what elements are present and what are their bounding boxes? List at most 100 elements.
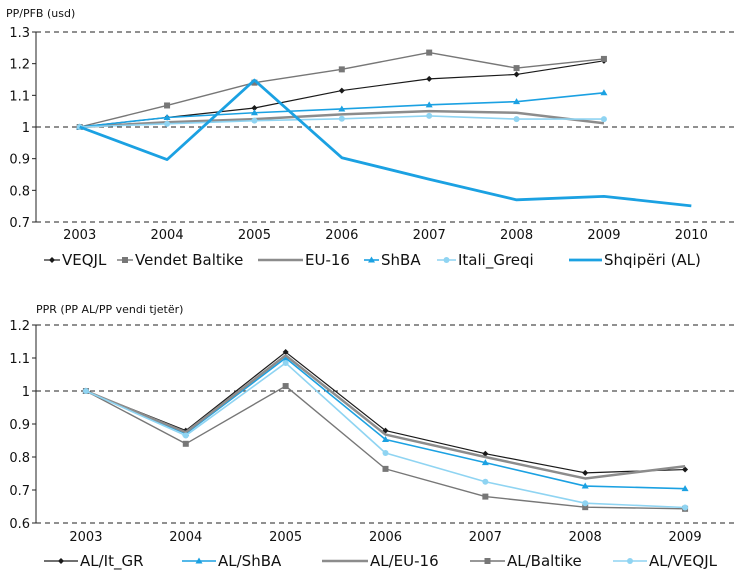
data-point <box>251 79 258 86</box>
series-shqip-ri-al- <box>79 78 692 208</box>
chart-ppr: PPR (PP AL/PP vendi tjetër) 0.6 0.7 0.8 0.9… <box>9 303 735 571</box>
legend-entry: VEQJL <box>44 251 107 269</box>
y-tick-label: 1.2 <box>9 58 30 73</box>
data-point <box>426 75 433 82</box>
legend-marker <box>484 558 491 564</box>
data-point <box>338 115 345 122</box>
data-point <box>426 49 433 56</box>
x-tick-label: 2004 <box>169 530 202 545</box>
legend-label: Itali_Greqi <box>458 251 534 270</box>
y-tick-label: 1.1 <box>9 352 30 367</box>
data-point <box>426 112 433 119</box>
legend-marker <box>58 558 64 564</box>
x-tick-label: 2003 <box>63 228 96 243</box>
legend-entry: AL/It_GR <box>44 552 144 571</box>
legend-entry: AL/EU-16 <box>322 552 439 570</box>
chart-pp-pfb: PP/PFB (usd) 0.70.80.911.11.21.3 2003 200… <box>6 7 735 270</box>
data-point <box>182 432 189 439</box>
data-point <box>682 504 689 511</box>
data-point <box>681 485 689 492</box>
legend-marker <box>122 257 128 263</box>
chart-1-title: PP/PFB (usd) <box>6 7 75 20</box>
x-tick-label: 2006 <box>325 228 358 243</box>
legend-entry: AL/ShBA <box>182 552 282 570</box>
data-point <box>338 87 345 94</box>
data-point <box>482 478 489 485</box>
y-tick-label: 0.7 <box>9 484 30 499</box>
chart-1-legend: VEQJL Vendet Baltike EU-16 ShBA Itali_Greqi S… <box>44 251 701 270</box>
data-point <box>513 116 520 123</box>
series-itali-greqi <box>76 112 607 130</box>
legend-entry: ShBA <box>364 251 421 269</box>
chart-2-legend: AL/It_GR AL/ShBA AL/EU-16 AL/Baltike AL/VEQJ… <box>44 552 718 571</box>
legend-entry: Itali_Greqi <box>437 251 534 270</box>
legend-label: AL/Baltike <box>507 552 582 570</box>
chart-2-series <box>82 349 689 512</box>
chart-1-series <box>76 49 692 208</box>
legend-label: AL/ShBA <box>218 552 282 570</box>
data-point <box>600 89 608 96</box>
legend-marker <box>195 557 203 564</box>
x-tick-label: 2008 <box>500 228 533 243</box>
series-line <box>85 354 686 480</box>
data-point <box>513 71 520 78</box>
legend-entry: AL/Baltike <box>470 552 582 570</box>
data-point <box>582 469 589 476</box>
legend-marker <box>443 257 450 263</box>
legend-marker <box>368 256 375 263</box>
x-tick-label: 2009 <box>669 530 702 545</box>
chart-1-axes <box>32 31 37 223</box>
y-tick-label: 0.9 <box>9 153 30 168</box>
data-point <box>338 66 345 73</box>
x-tick-label: 2005 <box>238 228 271 243</box>
data-point <box>482 450 489 457</box>
data-point <box>682 466 689 473</box>
series-line <box>79 78 692 208</box>
series-al-veqjl <box>82 359 689 511</box>
data-point <box>251 105 258 111</box>
data-point <box>282 354 290 361</box>
data-point <box>251 117 258 124</box>
data-point <box>382 465 389 472</box>
chart-2-x-tick-labels: 2003 2004 2005 2006 2007 2008 2009 <box>69 530 701 545</box>
x-tick-label: 2008 <box>569 530 602 545</box>
legend-entry: Shqipëri (AL) <box>569 251 701 269</box>
legend-entry: Vendet Baltike <box>117 251 243 269</box>
data-point <box>513 98 521 105</box>
legend-marker <box>49 257 55 263</box>
legend-label: Vendet Baltike <box>135 251 243 269</box>
series-line <box>85 385 686 510</box>
data-point <box>582 500 589 507</box>
data-point <box>82 388 89 394</box>
legend-label: AL/EU-16 <box>370 552 439 570</box>
legend-label: EU-16 <box>305 251 350 269</box>
x-tick-label: 2009 <box>587 228 620 243</box>
data-point <box>482 493 489 500</box>
legend-label: VEQJL <box>62 251 107 269</box>
legend-label: ShBA <box>381 251 421 269</box>
legend-marker <box>627 558 633 564</box>
chart-2-axes <box>32 324 37 524</box>
y-tick-label: 1.2 <box>9 319 30 334</box>
x-tick-label: 2004 <box>151 228 184 243</box>
chart-2-title: PPR (PP AL/PP vendi tjetër) <box>36 303 183 316</box>
y-tick-label: 1 <box>22 121 30 136</box>
legend-label: AL/VEQJL <box>649 552 718 570</box>
y-tick-label: 1.3 <box>9 26 30 41</box>
x-tick-label: 2010 <box>675 228 708 243</box>
data-point <box>164 102 171 109</box>
y-tick-label: 0.9 <box>9 418 30 433</box>
x-tick-label: 2007 <box>413 228 446 243</box>
legend-entry: EU-16 <box>258 251 350 269</box>
series-al-it-gr <box>82 349 689 476</box>
data-point <box>282 359 289 366</box>
y-tick-label: 0.7 <box>9 216 30 231</box>
y-tick-label: 0.8 <box>9 184 30 199</box>
chart-2-y-tick-labels: 0.6 0.7 0.8 0.9 1 1.1 1.2 <box>9 319 30 532</box>
data-point <box>382 450 389 457</box>
y-tick-label: 1.1 <box>9 89 30 104</box>
x-tick-label: 2003 <box>69 530 102 545</box>
x-tick-label: 2007 <box>469 530 502 545</box>
chart-1-x-tick-labels: 2003 2004 2005 2006 2007 2008 2009 2010 <box>63 228 708 243</box>
series-al-baltike <box>82 383 689 512</box>
